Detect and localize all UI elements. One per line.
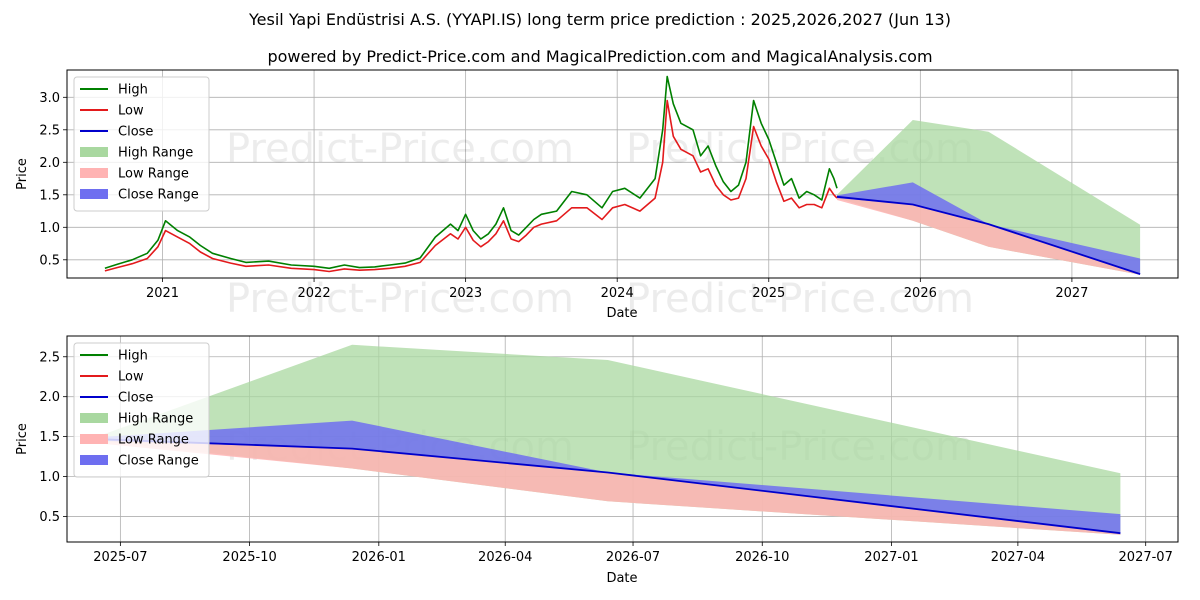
legend-label: Close [118,391,153,406]
x-tick-label: 2026-07 [606,550,660,565]
top-y-axis-label: Price [15,158,30,190]
top-plot-frame [66,69,1179,279]
y-tick-label: 2.0 [39,390,60,405]
legend-label: High [118,349,148,364]
y-tick-label: 2.0 [39,156,60,171]
top-series [104,75,1141,275]
low-range-band [837,197,1141,275]
legend-label: Close Range [118,188,199,203]
x-tick-label: 2026-01 [352,550,406,565]
x-tick-label: 2026-10 [735,550,789,565]
x-tick-label: 2026-04 [478,550,532,565]
bottom-panel: Predict-Price.com Predict-Price.com 2025… [15,335,1179,586]
x-tick-label: 2027-01 [864,550,918,565]
bottom-legend: High Low Close High Range Low Range Close Ran… [73,342,210,478]
legend-swatch-patch [80,189,108,199]
low-range-band [95,439,1121,535]
y-tick-label: 1.0 [39,470,60,485]
x-tick-label: 2023 [449,286,482,301]
top-ticks: 2021 2022 2023 2024 2025 2026 2027 0.5 1.0 1.5 2.0… [39,91,1088,301]
x-tick-label: 2021 [146,286,179,301]
y-tick-label: 0.5 [39,253,60,268]
high-range-band [837,120,1141,275]
y-tick-label: 1.5 [39,188,60,203]
legend-label: High [118,83,148,98]
legend-label: Close Range [118,454,199,469]
x-tick-label: 2027-04 [991,550,1045,565]
legend-label: High Range [118,146,193,161]
x-tick-label: 2025 [752,286,785,301]
top-panel: Predict-Price.com Predict-Price.com Pred… [15,69,1179,322]
y-tick-label: 3.0 [39,91,60,106]
close-line [836,195,1141,275]
x-tick-label: 2025-07 [93,550,147,565]
chart-subtitle: powered by Predict-Price.com and Magical… [267,47,932,66]
legend-label: Close [118,125,153,140]
high-line [104,75,838,270]
bottom-plot-frame [66,335,1179,543]
legend-label: Low [118,370,144,385]
legend-swatch-patch [80,413,108,423]
legend-swatch-patch [80,168,108,178]
x-tick-label: 2027-07 [1119,550,1173,565]
legend-swatch-patch [80,147,108,157]
low-line [104,99,838,273]
chart-title: Yesil Yapi Endüstrisi A.S. (YYAPI.IS) lo… [248,10,951,29]
legend-label: Low Range [118,167,189,182]
legend-swatch-patch [80,434,108,444]
close-range-band [837,182,1141,275]
x-tick-label: 2026 [904,286,937,301]
close-line [95,438,1121,535]
bottom-series [95,344,1121,535]
top-x-axis-label: Date [606,306,637,321]
x-tick-label: 2025-10 [222,550,276,565]
x-tick-label: 2027 [1055,286,1088,301]
legend-label: Low Range [118,433,189,448]
x-tick-label: 2022 [298,286,331,301]
bottom-ticks: 2025-07 2025-10 2026-01 2026-04 2026-07 2026-… [39,350,1173,565]
watermark: Predict-Price.com [626,276,974,322]
y-tick-label: 1.5 [39,430,60,445]
y-tick-label: 2.5 [39,350,60,365]
y-tick-label: 0.5 [39,510,60,525]
x-tick-label: 2024 [601,286,634,301]
watermark: Predict-Price.com [226,276,574,322]
legend-swatch-patch [80,455,108,465]
y-tick-label: 2.5 [39,123,60,138]
watermark: Predict-Price.com [226,126,574,172]
bottom-y-axis-label: Price [15,423,30,455]
high-range-band [95,344,1121,535]
y-tick-label: 1.0 [39,221,60,236]
bottom-x-axis-label: Date [606,571,637,586]
top-legend: High Low Close High Range Low Range Close Ran… [73,76,210,212]
legend-label: High Range [118,412,193,427]
legend-label: Low [118,104,144,119]
